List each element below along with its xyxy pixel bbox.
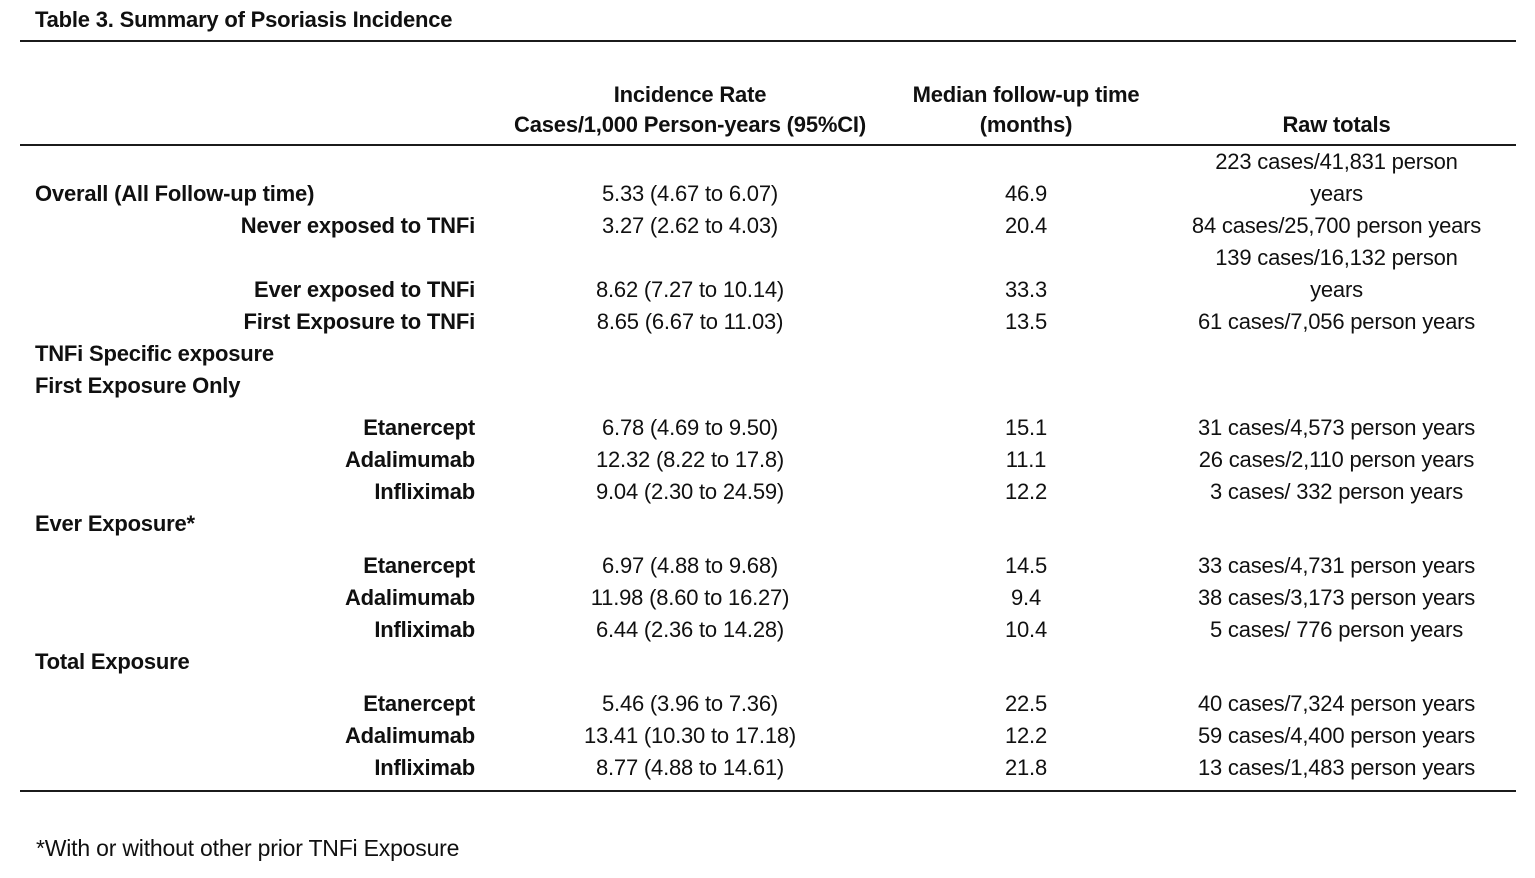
incidence-rate-cell: 13.41 (10.30 to 17.18) [583, 723, 797, 748]
incidence-rate-cell [485, 370, 895, 402]
median-followup-cell: 12.2 [1004, 723, 1048, 748]
header-row: Incidence Rate Cases/1,000 Person-years … [20, 41, 1516, 146]
median-followup-cell: 12.2 [1004, 479, 1048, 504]
median-followup-cell: 46.9 [1004, 181, 1048, 206]
median-followup-cell: 15.1 [1004, 415, 1048, 440]
incidence-rate-cell: 6.78 (4.69 to 9.50) [602, 415, 778, 440]
raw-totals-cell: 38 cases/3,173 person years [1197, 585, 1476, 610]
row-label-cell: Etanercept [363, 415, 475, 440]
table-row: Ever exposed to TNFi 8.62 (7.27 to 10.14)… [20, 242, 1516, 306]
row-label-cell: Overall (All Follow-up time) [35, 181, 315, 206]
median-followup-cell: 14.5 [1004, 553, 1048, 578]
median-followup-cell [895, 370, 1157, 402]
row-label-cell: Adalimumab [344, 723, 475, 748]
raw-totals-cell: 84 cases/25,700 person years [1191, 213, 1482, 238]
incidence-rate-cell: 6.44 (2.36 to 14.28) [595, 617, 785, 642]
incidence-rate-cell [485, 338, 895, 370]
raw-totals-cell: 31 cases/4,573 person years [1197, 415, 1476, 440]
incidence-rate-cell: 12.32 (8.22 to 17.8) [595, 447, 785, 472]
median-followup-cell [895, 338, 1157, 370]
table-row: Adalimumab 13.41 (10.30 to 17.18) 12.2 59 c… [20, 720, 1516, 752]
incidence-rate-cell: 8.77 (4.88 to 14.61) [595, 755, 785, 780]
median-followup-cell [895, 508, 1157, 540]
row-label-cell: Adalimumab [344, 585, 475, 610]
median-followup-cell: 22.5 [1004, 691, 1048, 716]
raw-totals-cell [1157, 338, 1516, 370]
table-title: Table 3. Summary of Psoriasis Incidence [35, 7, 453, 32]
raw-totals-cell [1157, 646, 1516, 678]
table-row: Overall (All Follow-up time) 5.33 (4.67 t… [20, 145, 1516, 210]
median-followup-cell: 13.5 [1004, 309, 1048, 334]
raw-totals-cell: 139 cases/16,132 person years [1215, 245, 1458, 302]
table-row: Infliximab 6.44 (2.36 to 14.28) 10.4 5 case… [20, 614, 1516, 646]
row-label-cell: Infliximab [374, 755, 475, 780]
row-label-cell: First Exposure to TNFi [243, 309, 475, 334]
table-row: Infliximab 8.77 (4.88 to 14.61) 21.8 13 cas… [20, 752, 1516, 791]
table-row: Infliximab 9.04 (2.30 to 24.59) 12.2 3 case… [20, 476, 1516, 508]
row-label-cell: Ever Exposure* [35, 511, 195, 536]
raw-totals-cell: 61 cases/7,056 person years [1197, 309, 1476, 334]
incidence-rate-cell: 6.97 (4.88 to 9.68) [602, 553, 778, 578]
psoriasis-incidence-table: Incidence Rate Cases/1,000 Person-years … [20, 40, 1516, 792]
table-row: Etanercept 6.78 (4.69 to 9.50) 15.1 31 case… [20, 402, 1516, 444]
raw-totals-cell: 223 cases/41,831 person years [1215, 149, 1458, 206]
median-followup-cell: 33.3 [1004, 277, 1048, 302]
raw-totals-cell: 13 cases/1,483 person years [1197, 755, 1476, 780]
median-followup-cell: 11.1 [1005, 447, 1047, 472]
table-row: Adalimumab 12.32 (8.22 to 17.8) 11.1 26 cas… [20, 444, 1516, 476]
table-row: Adalimumab 11.98 (8.60 to 16.27) 9.4 38 cas… [20, 582, 1516, 614]
table-row: TNFi Specific exposure [20, 338, 1516, 370]
incidence-rate-cell: 3.27 (2.62 to 4.03) [602, 213, 778, 238]
incidence-rate-cell [485, 508, 895, 540]
row-label-cell: Never exposed to TNFi [240, 213, 475, 238]
median-followup-cell: 20.4 [1004, 213, 1048, 238]
row-label-cell: Infliximab [374, 617, 475, 642]
table-row: Ever Exposure* [20, 508, 1516, 540]
row-label-cell: Adalimumab [344, 447, 475, 472]
incidence-rate-cell: 11.98 (8.60 to 16.27) [590, 585, 790, 610]
median-followup-cell: 21.8 [1004, 755, 1048, 780]
table-row: Etanercept 6.97 (4.88 to 9.68) 14.5 33 case… [20, 540, 1516, 582]
incidence-rate-cell: 5.46 (3.96 to 7.36) [602, 691, 778, 716]
raw-totals-cell [1157, 508, 1516, 540]
raw-totals-cell [1157, 370, 1516, 402]
table-row: Never exposed to TNFi 3.27 (2.62 to 4.03)… [20, 210, 1516, 242]
incidence-rate-cell: 5.33 (4.67 to 6.07) [602, 181, 778, 206]
row-label-cell: Etanercept [363, 691, 475, 716]
header-median-followup: Median follow-up time (months) [895, 41, 1157, 146]
raw-totals-cell: 5 cases/ 776 person years [1209, 617, 1464, 642]
incidence-rate-cell [485, 646, 895, 678]
table-row: First Exposure to TNFi 8.65 (6.67 to 11.0… [20, 306, 1516, 338]
median-followup-cell [895, 646, 1157, 678]
raw-totals-cell: 40 cases/7,324 person years [1197, 691, 1476, 716]
header-raw-totals: Raw totals [1157, 41, 1516, 146]
row-label-cell: Infliximab [374, 479, 475, 504]
header-label-cell [20, 41, 485, 146]
header-incidence-rate: Incidence Rate Cases/1,000 Person-years … [485, 41, 895, 146]
table-row: First Exposure Only [20, 370, 1516, 402]
table-row: Etanercept 5.46 (3.96 to 7.36) 22.5 40 case… [20, 678, 1516, 720]
row-label-cell: Total Exposure [35, 649, 190, 674]
row-label-cell: Etanercept [363, 553, 475, 578]
raw-totals-cell: 3 cases/ 332 person years [1209, 479, 1464, 504]
row-label-cell: TNFi Specific exposure [35, 341, 274, 366]
raw-totals-cell: 26 cases/2,110 person years [1198, 447, 1475, 472]
table-row: Total Exposure [20, 646, 1516, 678]
incidence-rate-cell: 9.04 (2.30 to 24.59) [595, 479, 785, 504]
median-followup-cell: 9.4 [1011, 585, 1041, 610]
row-label-cell: Ever exposed to TNFi [254, 277, 475, 302]
incidence-rate-cell: 8.65 (6.67 to 11.03) [596, 309, 784, 334]
raw-totals-cell: 33 cases/4,731 person years [1197, 553, 1476, 578]
raw-totals-cell: 59 cases/4,400 person years [1197, 723, 1476, 748]
incidence-rate-cell: 8.62 (7.27 to 10.14) [595, 277, 785, 302]
row-label-cell: First Exposure Only [35, 373, 241, 398]
table-footnote: *With or without other prior TNFi Exposu… [36, 835, 460, 861]
median-followup-cell: 10.4 [1004, 617, 1048, 642]
